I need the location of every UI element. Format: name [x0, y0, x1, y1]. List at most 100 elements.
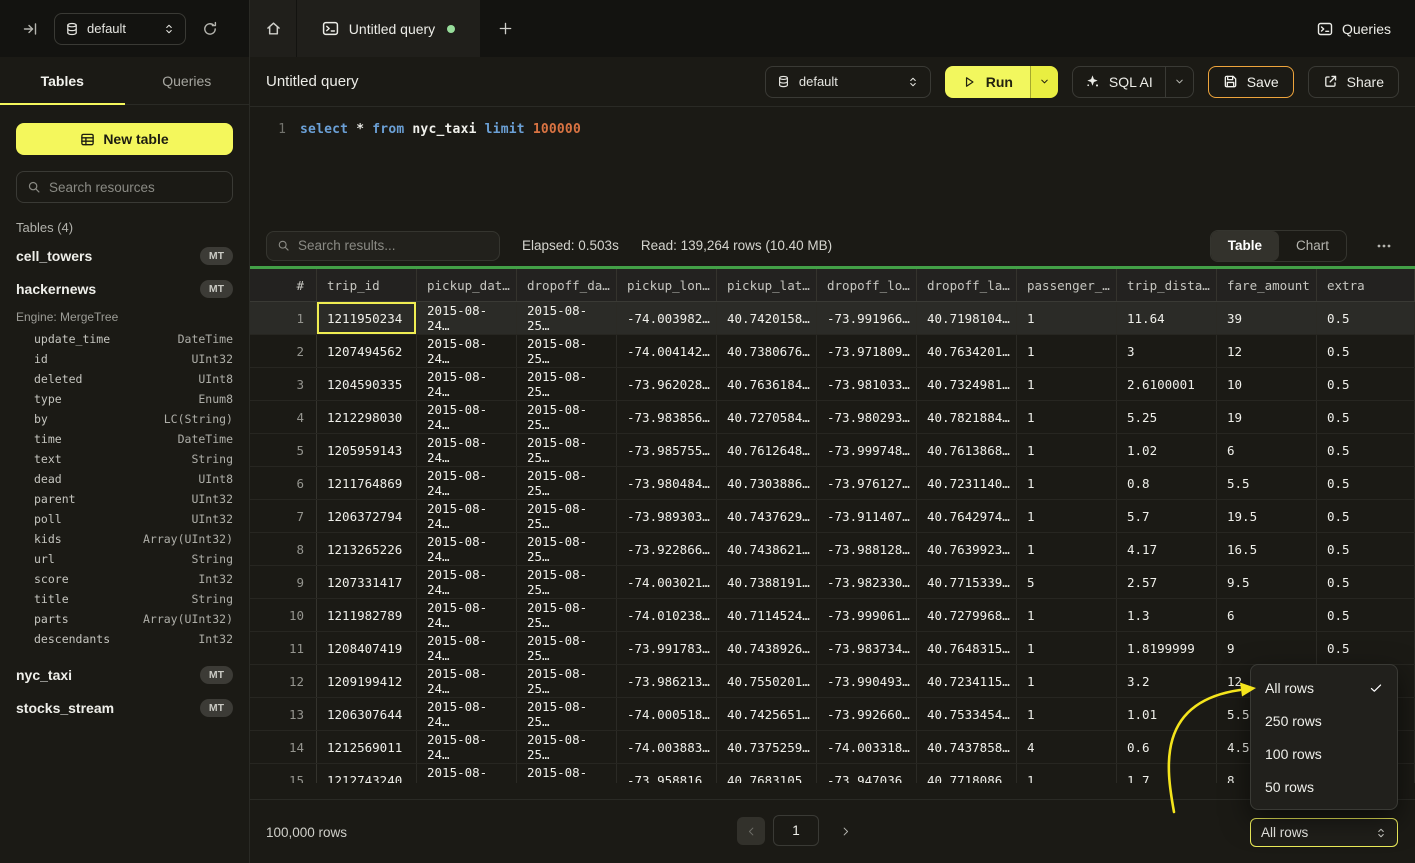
table-cell[interactable]: 40.7533454…: [917, 698, 1017, 730]
sidebar-tab-tables[interactable]: Tables: [0, 57, 125, 105]
table-cell[interactable]: 1207331417: [317, 566, 417, 598]
table-cell[interactable]: 2015-08-24…: [417, 500, 517, 532]
column-header-dropoff_da[interactable]: dropoff_da…: [517, 269, 617, 301]
resource-search-input[interactable]: [49, 179, 222, 195]
table-cell[interactable]: 1: [1017, 467, 1117, 499]
table-cell[interactable]: -73.991783…: [617, 632, 717, 664]
table-cell[interactable]: 0.5: [1317, 566, 1415, 598]
table-cell[interactable]: -74.004142…: [617, 335, 717, 367]
table-cell[interactable]: 5.25: [1117, 401, 1217, 433]
table-cell[interactable]: -74.010238…: [617, 599, 717, 631]
table-cell[interactable]: -73.976127…: [817, 467, 917, 499]
row-number[interactable]: 3: [250, 368, 317, 400]
table-cell[interactable]: 40.7380676…: [717, 335, 817, 367]
table-cell[interactable]: 1211950234: [317, 302, 417, 334]
table-cell[interactable]: 1206307644: [317, 698, 417, 730]
row-number[interactable]: 7: [250, 500, 317, 532]
table-cell[interactable]: 1204590335: [317, 368, 417, 400]
new-table-button[interactable]: New table: [16, 123, 233, 155]
table-cell[interactable]: -73.982330…: [817, 566, 917, 598]
table-cell[interactable]: 2015-08-24…: [417, 665, 517, 697]
table-cell[interactable]: 5.7: [1117, 500, 1217, 532]
results-search-input[interactable]: [298, 238, 489, 253]
table-cell[interactable]: 3.2: [1117, 665, 1217, 697]
table-cell[interactable]: 0.6: [1117, 731, 1217, 763]
table-cell[interactable]: 0.5: [1317, 368, 1415, 400]
row-number[interactable]: 13: [250, 698, 317, 730]
table-cell[interactable]: 19.5: [1217, 500, 1317, 532]
table-cell[interactable]: 4: [1017, 731, 1117, 763]
row-number[interactable]: 9: [250, 566, 317, 598]
table-cell[interactable]: 40.7388191…: [717, 566, 817, 598]
table-cell[interactable]: 2015-08-24…: [417, 401, 517, 433]
table-cell[interactable]: 0.5: [1317, 632, 1415, 664]
table-cell[interactable]: 2015-08-24…: [417, 368, 517, 400]
table-cell[interactable]: 40.7636184…: [717, 368, 817, 400]
table-cell[interactable]: 40.7324981…: [917, 368, 1017, 400]
table-cell[interactable]: 1212743240: [317, 764, 417, 783]
table-cell[interactable]: 2015-08-24…: [417, 302, 517, 334]
table-cell[interactable]: 19: [1217, 401, 1317, 433]
table-cell[interactable]: 9.5: [1217, 566, 1317, 598]
run-button[interactable]: Run: [944, 65, 1030, 98]
table-cell[interactable]: 2015-08-24…: [417, 566, 517, 598]
table-cell[interactable]: 2015-08-24…: [417, 599, 517, 631]
table-cell[interactable]: 0.5: [1317, 467, 1415, 499]
column-header-pickup_lon[interactable]: pickup_lon…: [617, 269, 717, 301]
tab-untitled-query[interactable]: Untitled query: [297, 0, 480, 57]
table-cell[interactable]: 40.7718086…: [917, 764, 1017, 783]
table-cell[interactable]: 2015-08-25…: [517, 764, 617, 783]
table-cell[interactable]: -74.003883…: [617, 731, 717, 763]
sidebar-table-hackernews[interactable]: hackernews MT: [0, 272, 249, 305]
table-cell[interactable]: 2015-08-24…: [417, 533, 517, 565]
table-cell[interactable]: 0.5: [1317, 500, 1415, 532]
table-cell[interactable]: -73.981033…: [817, 368, 917, 400]
table-cell[interactable]: 2015-08-25…: [517, 500, 617, 532]
table-cell[interactable]: 0.5: [1317, 302, 1415, 334]
table-cell[interactable]: 0.5: [1317, 533, 1415, 565]
table-cell[interactable]: 40.7425651…: [717, 698, 817, 730]
table-cell[interactable]: 1211982789: [317, 599, 417, 631]
table-cell[interactable]: 40.7437629…: [717, 500, 817, 532]
table-cell[interactable]: -73.947036…: [817, 764, 917, 783]
table-cell[interactable]: 2015-08-25…: [517, 665, 617, 697]
table-cell[interactable]: 1205959143: [317, 434, 417, 466]
column-header-pickup_lat[interactable]: pickup_lat…: [717, 269, 817, 301]
row-number[interactable]: 8: [250, 533, 317, 565]
table-cell[interactable]: 1: [1017, 698, 1117, 730]
sql-ai-button[interactable]: SQL AI: [1073, 74, 1165, 90]
table-cell[interactable]: 2015-08-25…: [517, 731, 617, 763]
table-cell[interactable]: 1212298030: [317, 401, 417, 433]
table-cell[interactable]: 5.5: [1217, 467, 1317, 499]
table-cell[interactable]: 2015-08-24…: [417, 335, 517, 367]
table-cell[interactable]: -74.003982…: [617, 302, 717, 334]
table-cell[interactable]: 40.7648315…: [917, 632, 1017, 664]
table-cell[interactable]: 40.7639923…: [917, 533, 1017, 565]
table-cell[interactable]: 2015-08-25…: [517, 467, 617, 499]
table-cell[interactable]: 40.7438926…: [717, 632, 817, 664]
table-cell[interactable]: -74.000518…: [617, 698, 717, 730]
table-cell[interactable]: 2015-08-25…: [517, 368, 617, 400]
table-cell[interactable]: 2015-08-24…: [417, 764, 517, 783]
table-cell[interactable]: -73.980484…: [617, 467, 717, 499]
queries-button[interactable]: Queries: [1317, 0, 1391, 57]
page-size-option-50-rows[interactable]: 50 rows: [1251, 770, 1397, 803]
table-cell[interactable]: -73.989303…: [617, 500, 717, 532]
table-cell[interactable]: 4.17: [1117, 533, 1217, 565]
view-toggle-chart[interactable]: Chart: [1279, 231, 1346, 261]
table-cell[interactable]: 2.6100001: [1117, 368, 1217, 400]
table-cell[interactable]: -73.988128…: [817, 533, 917, 565]
table-cell[interactable]: 2015-08-25…: [517, 698, 617, 730]
page-size-option-all-rows[interactable]: All rows: [1251, 671, 1397, 704]
page-size-selector[interactable]: All rows: [1250, 818, 1398, 847]
column-header-passenger_[interactable]: passenger_…: [1017, 269, 1117, 301]
table-cell[interactable]: 1.3: [1117, 599, 1217, 631]
table-cell[interactable]: -74.003318…: [817, 731, 917, 763]
row-number[interactable]: 5: [250, 434, 317, 466]
table-cell[interactable]: -73.980293…: [817, 401, 917, 433]
table-cell[interactable]: -73.962028…: [617, 368, 717, 400]
table-cell[interactable]: 40.7198104…: [917, 302, 1017, 334]
table-cell[interactable]: 2015-08-25…: [517, 302, 617, 334]
table-cell[interactable]: 40.7683105…: [717, 764, 817, 783]
column-header-fare_amount[interactable]: fare_amount: [1217, 269, 1317, 301]
